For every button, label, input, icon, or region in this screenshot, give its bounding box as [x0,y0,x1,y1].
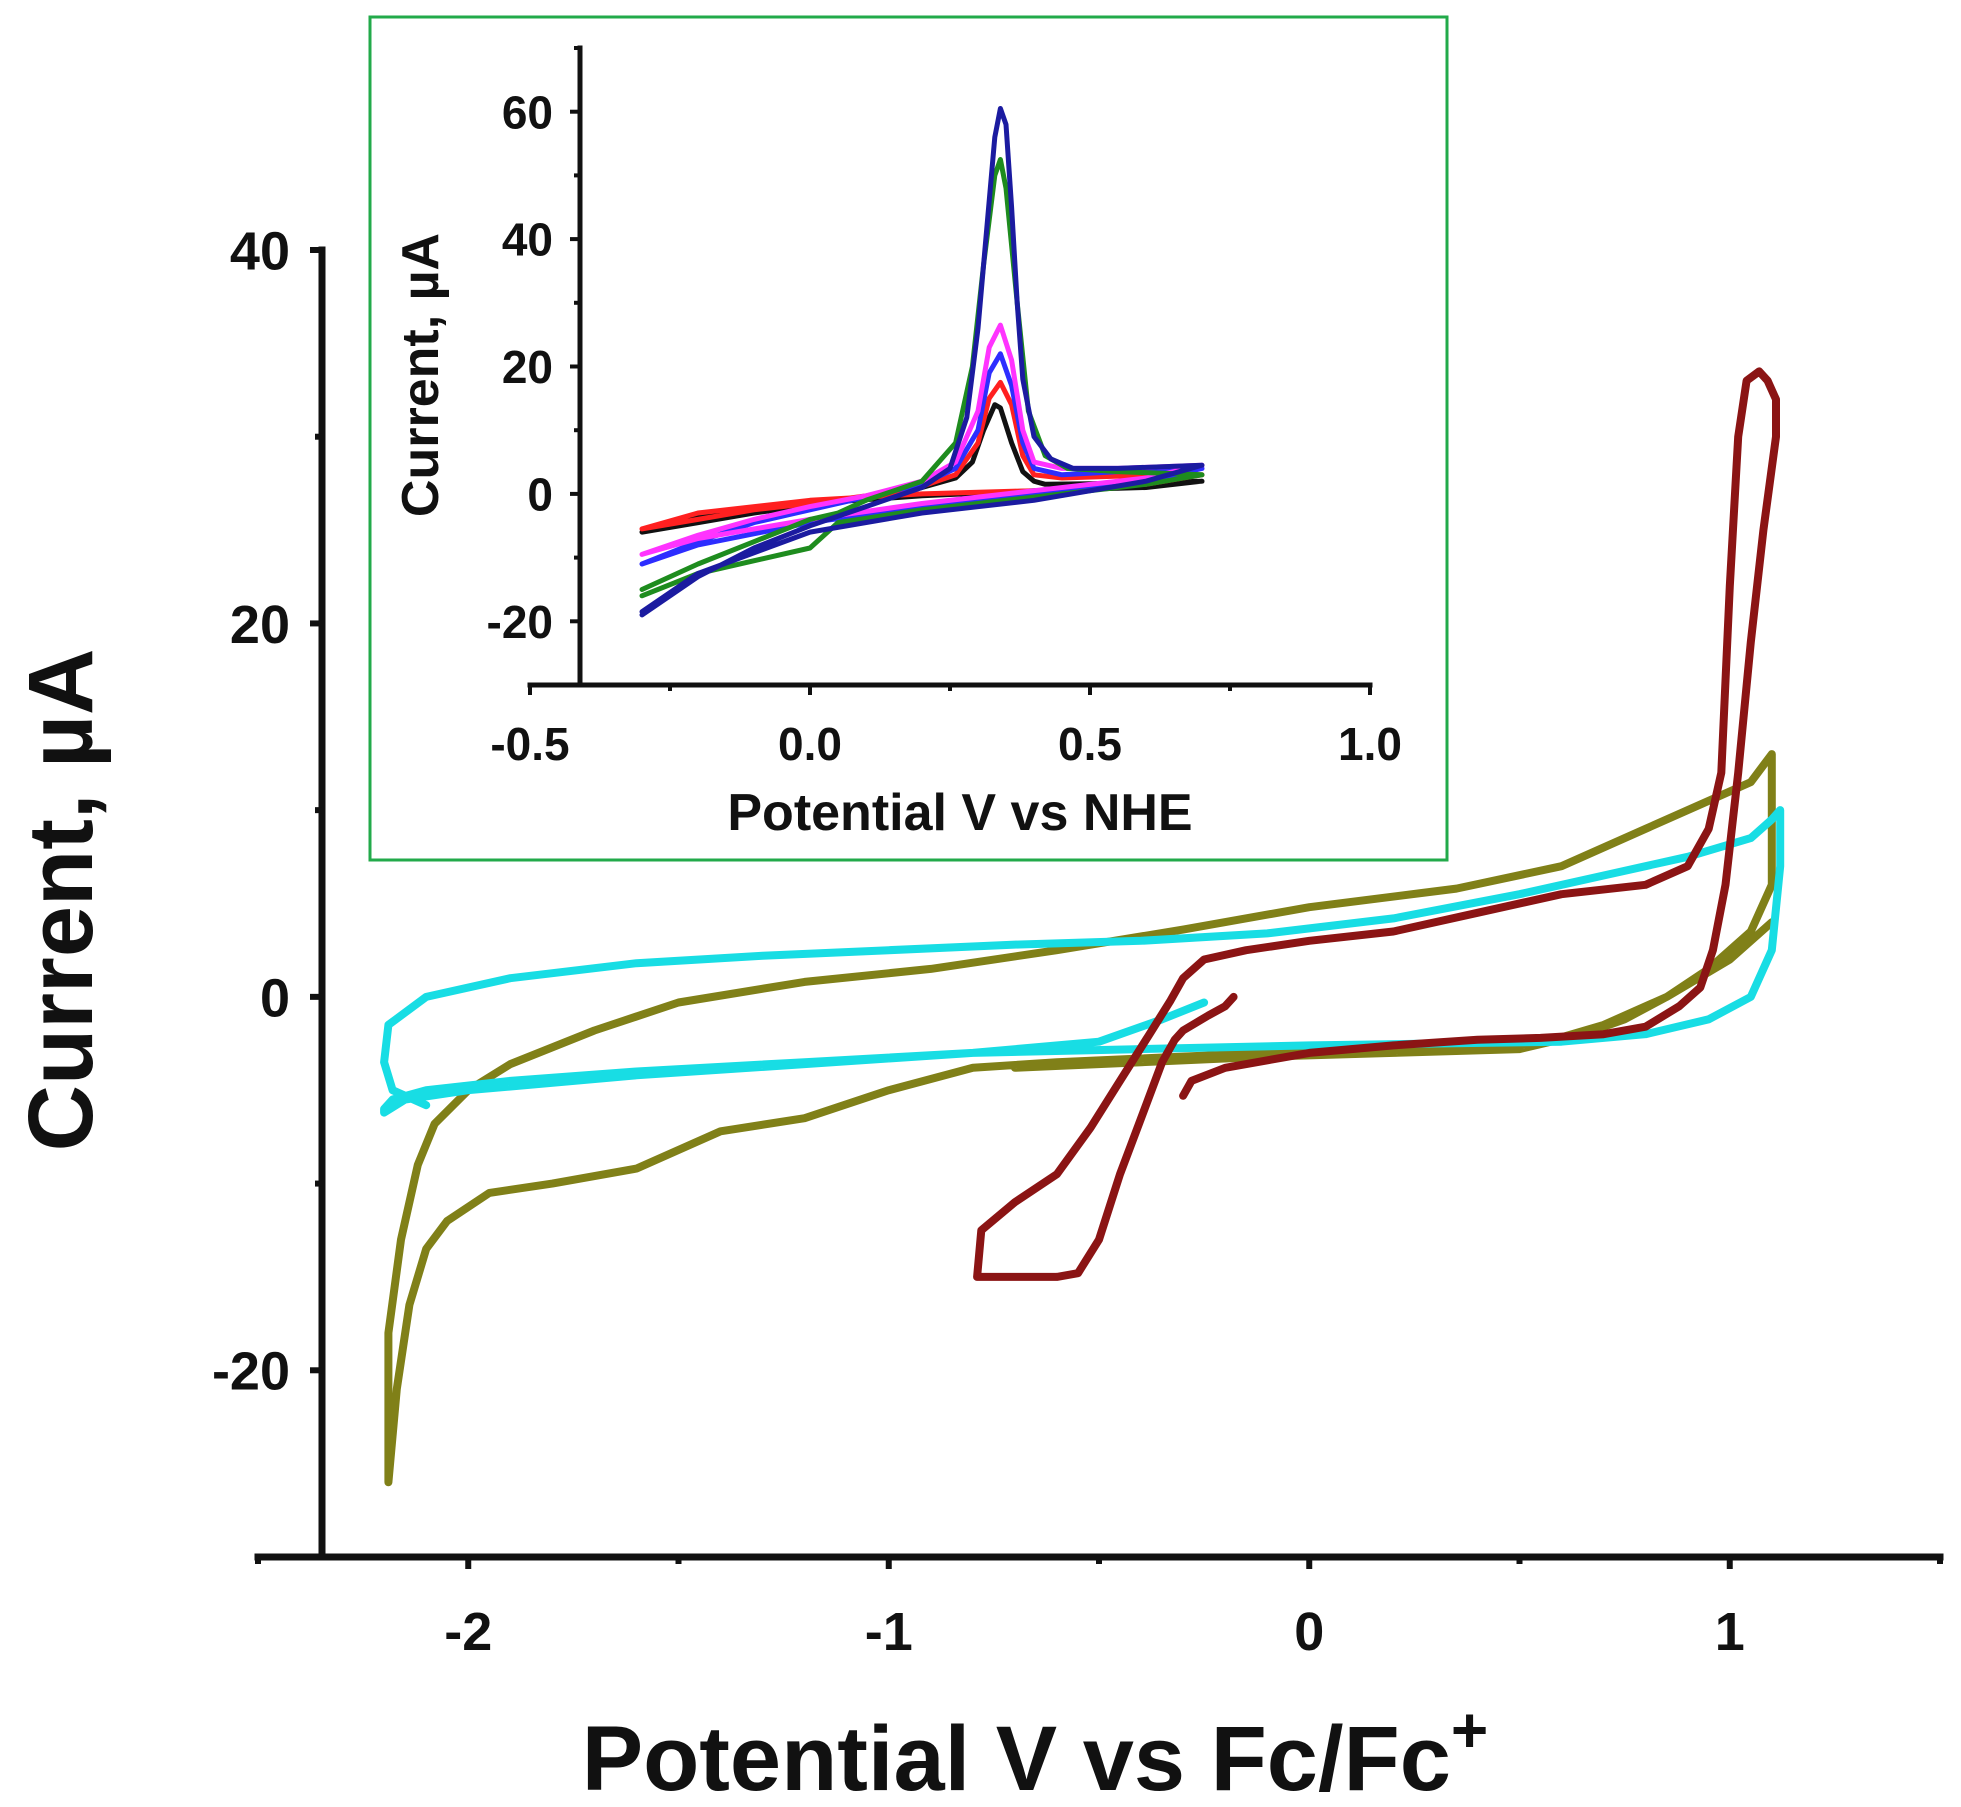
main-series-dark-red [973,367,1780,1281]
inset-y-tick-label: 0 [527,468,553,520]
main-x-axis-title: Potential V vs Fc/Fc+ [582,1694,1489,1807]
inset-series-magenta [639,322,1205,557]
main-x-axis-title-superscript: + [1451,1694,1488,1766]
main-tick-labels: -2 -1 0 1 -20 0 20 40 [212,221,1745,1662]
main-x-tick-label: -1 [865,1602,913,1662]
main-x-tick-label: 0 [1294,1602,1324,1662]
inset-y-tick-label: 20 [502,341,553,393]
main-y-tick-label: 0 [260,968,290,1028]
inset-chart: -0.5 0.0 0.5 1.0 -20 0 20 40 60 Current, µA Pote… [368,15,1449,862]
inset-series-group [639,106,1205,618]
inset-x-tick-label: 1.0 [1338,718,1402,770]
inset-x-tick-label: -0.5 [490,718,569,770]
main-x-tick-label: 1 [1715,1602,1745,1662]
inset-x-tick-label: 0.5 [1058,718,1122,770]
inset-series-navy [639,106,1205,618]
main-series-cyan [380,806,1785,1117]
main-y-tick-label: 20 [230,595,290,655]
main-y-axis-title: Current, µA [10,649,112,1152]
inset-tick-labels: -0.5 0.0 0.5 1.0 -20 0 20 40 60 [487,86,1402,770]
inset-y-tick-label: 40 [502,214,553,266]
inset-frame [368,15,1449,862]
main-x-tick-label: -2 [444,1602,492,1662]
main-axes [254,246,1944,1569]
inset-y-tick-label: -20 [487,596,553,648]
main-y-tick-label: -20 [212,1342,290,1402]
inset-y-axis-title: Current, µA [392,233,450,517]
main-x-axis-title-text: Potential V vs Fc/Fc [582,1708,1451,1807]
inset-y-tick-label: 60 [502,86,553,138]
main-y-tick-label: 40 [230,221,290,281]
main-series-group [380,367,1785,1487]
inset-x-tick-label: 0.0 [778,718,842,770]
inset-axes [527,45,1373,695]
main-chart: -2 -1 0 1 -20 0 20 40 Current, µA Potential V v… [10,221,1944,1807]
inset-x-axis-title: Potential V vs NHE [727,784,1192,842]
